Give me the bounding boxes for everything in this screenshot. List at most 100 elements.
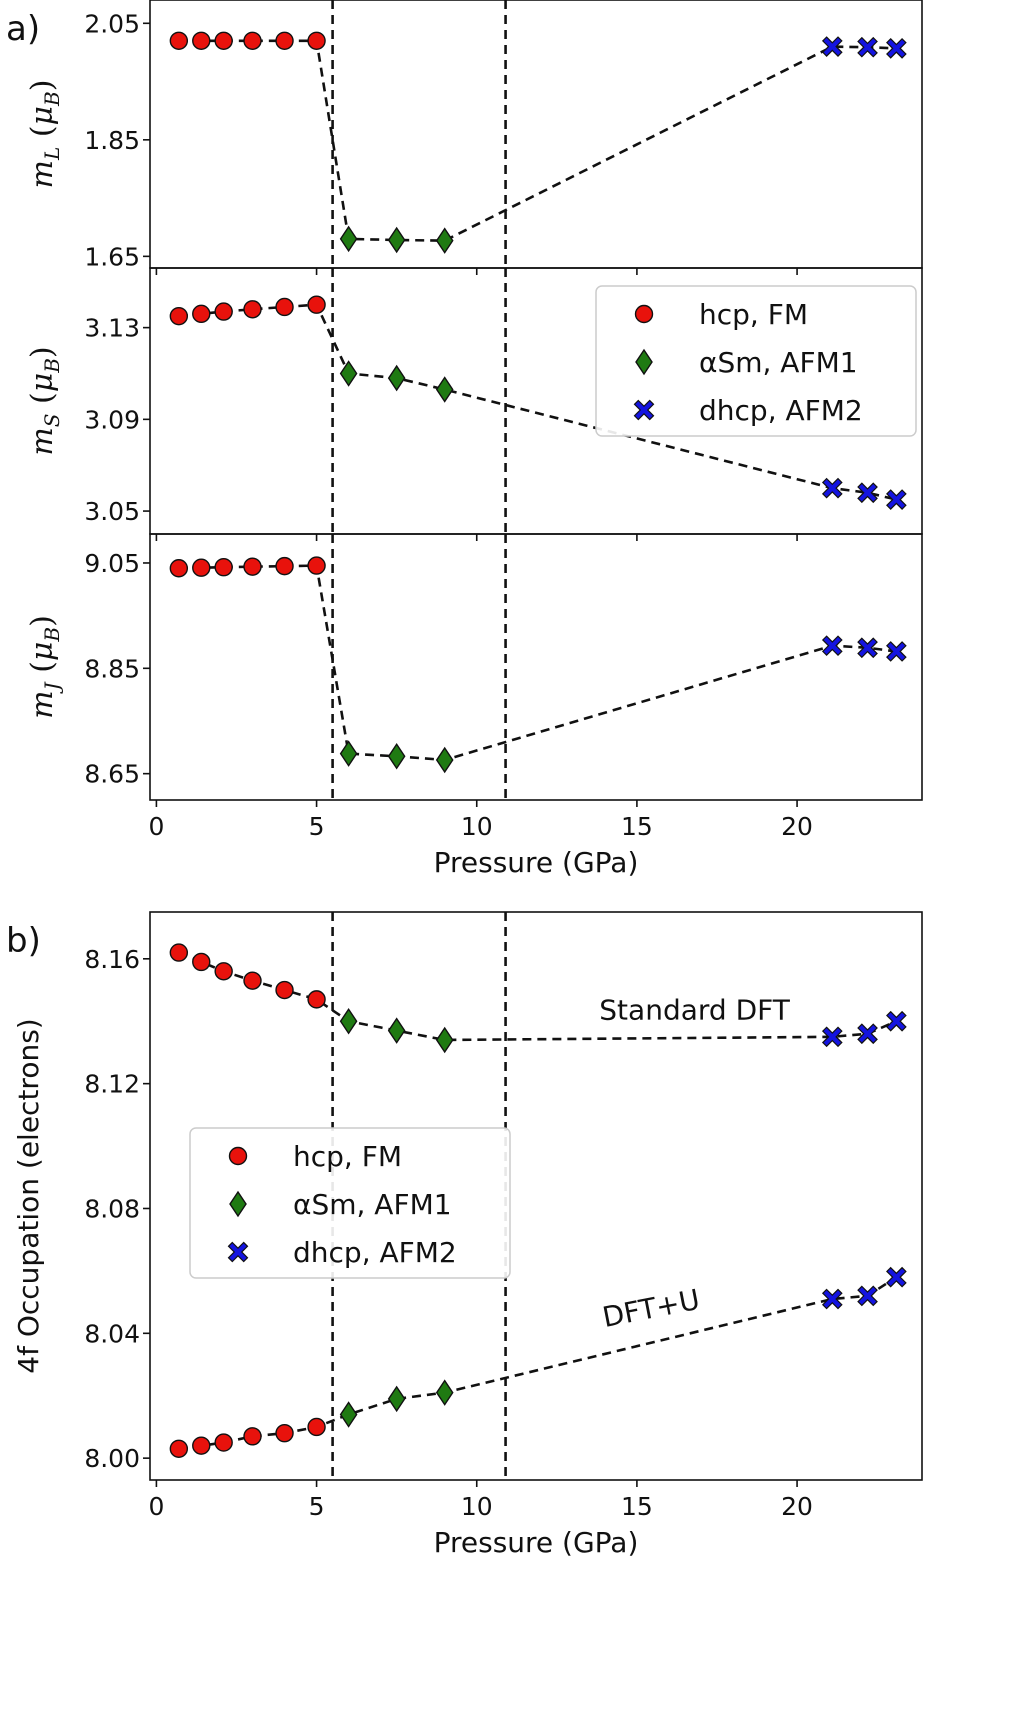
data-point-alpha-sm bbox=[387, 1385, 406, 1413]
x-tick-label: 0 bbox=[148, 812, 164, 841]
data-point-dhcp bbox=[886, 489, 907, 510]
legend-entry-label: dhcp, AFM2 bbox=[293, 1236, 457, 1269]
data-point-hcp bbox=[169, 943, 189, 962]
y-tick-label: 8.12 bbox=[84, 1070, 140, 1099]
data-point-hcp bbox=[307, 1417, 326, 1437]
data-point-dhcp bbox=[886, 38, 907, 59]
y-axis-label: mS (μB) bbox=[25, 346, 64, 455]
x-axis-label: Pressure (GPa) bbox=[434, 1526, 639, 1559]
y-tick-label: 8.65 bbox=[84, 760, 140, 789]
legend-marker-diamond-icon bbox=[635, 348, 653, 376]
x-tick-label: 5 bbox=[309, 1492, 325, 1521]
data-point-dhcp bbox=[886, 1266, 907, 1288]
data-point-dhcp bbox=[821, 1288, 843, 1310]
legend-entry-label: dhcp, AFM2 bbox=[699, 394, 863, 427]
legend-marker-circle-icon bbox=[228, 1146, 248, 1166]
legend-entry-label: hcp, FM bbox=[293, 1140, 402, 1173]
legend-box bbox=[189, 1127, 511, 1279]
y-tick-label: 8.08 bbox=[84, 1194, 140, 1223]
y-tick-label: 8.85 bbox=[84, 654, 140, 683]
data-point-alpha-sm bbox=[435, 746, 454, 774]
data-point-hcp bbox=[192, 1436, 211, 1455]
y-tick-label: 3.09 bbox=[84, 405, 140, 434]
data-point-hcp bbox=[192, 31, 211, 50]
series-connector-line bbox=[178, 1276, 898, 1451]
data-point-alpha-sm bbox=[339, 360, 358, 387]
y-tick-label: 3.05 bbox=[84, 497, 140, 526]
data-point-hcp bbox=[307, 556, 326, 575]
panel-label: b) bbox=[6, 921, 41, 961]
panel-label: a) bbox=[6, 9, 40, 49]
data-point-alpha-sm bbox=[387, 226, 406, 254]
y-tick-label: 8.04 bbox=[84, 1319, 140, 1348]
plot-frame bbox=[149, 911, 923, 1481]
plot-frame bbox=[149, 533, 923, 801]
legend-entry-label: hcp, FM bbox=[699, 298, 808, 331]
data-point-alpha-sm bbox=[435, 227, 454, 254]
legend-marker-circle-icon bbox=[634, 304, 654, 324]
data-point-hcp bbox=[243, 300, 262, 319]
data-point-hcp bbox=[169, 559, 189, 578]
data-point-alpha-sm bbox=[339, 225, 358, 253]
data-point-hcp bbox=[169, 306, 189, 326]
data-point-hcp bbox=[169, 1439, 189, 1458]
series-connector-line bbox=[178, 564, 897, 762]
y-axis-label: mL (μB) bbox=[25, 80, 64, 189]
data-point-hcp bbox=[214, 31, 233, 50]
data-point-alpha-sm bbox=[387, 1017, 406, 1044]
data-point-alpha-sm bbox=[339, 1401, 358, 1428]
x-tick-label: 15 bbox=[621, 1492, 653, 1521]
x-tick-label: 10 bbox=[461, 812, 493, 841]
y-tick-label: 8.00 bbox=[84, 1444, 140, 1473]
data-point-alpha-sm bbox=[339, 740, 358, 767]
data-point-dhcp bbox=[821, 36, 843, 57]
data-point-hcp bbox=[275, 31, 294, 50]
x-tick-label: 0 bbox=[148, 1492, 164, 1521]
legend-entry-label: αSm, AFM1 bbox=[699, 346, 858, 379]
data-point-hcp bbox=[307, 31, 326, 50]
y-tick-label: 1.85 bbox=[84, 126, 140, 155]
series-connector-line bbox=[178, 39, 897, 242]
data-point-dhcp bbox=[857, 482, 878, 504]
data-point-alpha-sm bbox=[339, 1007, 358, 1035]
data-point-hcp bbox=[275, 297, 294, 317]
data-point-hcp bbox=[307, 990, 326, 1009]
data-point-dhcp bbox=[821, 1026, 843, 1048]
data-point-alpha-sm bbox=[387, 364, 406, 392]
data-point-hcp bbox=[243, 1427, 262, 1446]
data-point-alpha-sm bbox=[387, 743, 406, 770]
data-point-hcp bbox=[214, 1433, 233, 1452]
data-point-alpha-sm bbox=[435, 376, 454, 403]
data-point-dhcp bbox=[857, 1023, 878, 1045]
y-tick-label: 8.16 bbox=[84, 945, 140, 974]
legend: hcp, FM αSm, AFM1 dhcp, AFM2 bbox=[595, 285, 917, 437]
data-point-hcp bbox=[214, 962, 233, 981]
y-tick-label: 3.13 bbox=[84, 314, 140, 343]
data-point-hcp bbox=[243, 557, 262, 576]
x-axis-label: Pressure (GPa) bbox=[434, 846, 639, 879]
legend-marker-diamond-icon bbox=[229, 1190, 247, 1218]
legend-marker-x-icon bbox=[227, 1241, 249, 1263]
annotation-label: DFT+U bbox=[600, 1283, 703, 1334]
data-point-dhcp bbox=[821, 477, 843, 499]
data-point-hcp bbox=[192, 304, 211, 324]
legend-marker-x-icon bbox=[633, 399, 655, 421]
data-point-dhcp bbox=[821, 635, 843, 657]
data-point-hcp bbox=[307, 295, 326, 314]
data-point-hcp bbox=[169, 31, 189, 50]
data-point-dhcp bbox=[886, 1010, 907, 1032]
data-point-dhcp bbox=[857, 1285, 878, 1307]
data-point-hcp bbox=[192, 558, 211, 577]
data-point-hcp bbox=[214, 302, 233, 321]
x-tick-label: 10 bbox=[461, 1492, 493, 1521]
data-point-hcp bbox=[275, 556, 294, 576]
legend-entry-label: αSm, AFM1 bbox=[293, 1188, 452, 1221]
legend-box bbox=[595, 285, 917, 437]
y-axis-label: mJ (μB) bbox=[25, 615, 64, 719]
data-point-hcp bbox=[275, 980, 294, 1000]
annotation-label: Standard DFT bbox=[599, 994, 790, 1027]
y-tick-label: 1.65 bbox=[84, 242, 140, 271]
data-point-hcp bbox=[275, 1423, 294, 1443]
plot-frame bbox=[149, 0, 923, 269]
